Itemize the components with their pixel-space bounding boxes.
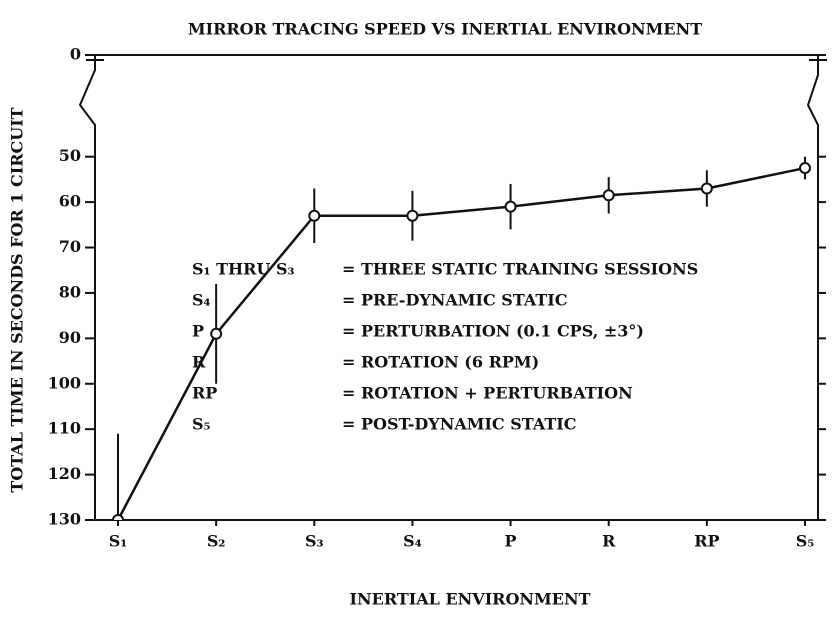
x-axis-label: INERTIAL ENVIRONMENT — [350, 590, 591, 609]
axis-frame — [78, 54, 819, 520]
y-tick-label: 60 — [59, 192, 81, 211]
y-tick-label: 130 — [48, 510, 81, 529]
y-tick-label: 50 — [59, 146, 81, 165]
note-desc: = POST-DYNAMIC STATIC — [342, 415, 576, 434]
note-desc: = THREE STATIC TRAINING SESSIONS — [342, 260, 698, 279]
x-tick-label: P — [505, 532, 517, 551]
x-tick-label: S₂ — [207, 532, 226, 551]
data-point — [210, 327, 223, 340]
note-desc: = PRE-DYNAMIC STATIC — [342, 291, 568, 310]
note-key: R — [192, 353, 206, 372]
note-desc: = PERTURBATION (0.1 CPS, ±3°) — [342, 322, 644, 341]
series — [112, 156, 811, 520]
note-key: RP — [192, 384, 217, 403]
x-tick-label: S₃ — [305, 532, 324, 551]
y-tick-label: 100 — [48, 373, 81, 392]
y-axis-label: TOTAL TIME IN SECONDS FOR 1 CIRCUIT — [8, 107, 27, 492]
x-tick-label: RP — [694, 532, 719, 551]
data-point — [700, 182, 713, 195]
data-point — [504, 200, 517, 213]
y-tick-label: 80 — [59, 282, 81, 301]
y-tick-label: 90 — [59, 328, 81, 347]
data-point — [602, 189, 615, 202]
note-key: S₁ THRU S₃ — [192, 260, 295, 279]
data-point — [406, 209, 419, 222]
data-point — [799, 162, 811, 175]
x-tick-label: R — [602, 532, 616, 551]
y-tick-label: 120 — [48, 464, 81, 483]
y-tick-label: 0 — [70, 45, 81, 64]
y-tick-label: 70 — [59, 237, 81, 256]
x-tick-label: S₅ — [796, 532, 815, 551]
note-desc: = ROTATION (6 RPM) — [342, 353, 539, 372]
note-key: S₄ — [192, 291, 211, 310]
y-tick-label: 110 — [48, 419, 81, 438]
note-key: S₅ — [192, 415, 211, 434]
note-key: P — [192, 322, 204, 341]
x-tick-label: S₁ — [109, 532, 128, 551]
note-desc: = ROTATION + PERTURBATION — [342, 384, 633, 403]
data-line — [116, 166, 806, 520]
data-point — [112, 514, 124, 520]
chart-title: MIRROR TRACING SPEED VS INERTIAL ENVIRON… — [188, 20, 702, 39]
data-point — [308, 209, 321, 222]
x-tick-label: S₄ — [403, 532, 422, 551]
